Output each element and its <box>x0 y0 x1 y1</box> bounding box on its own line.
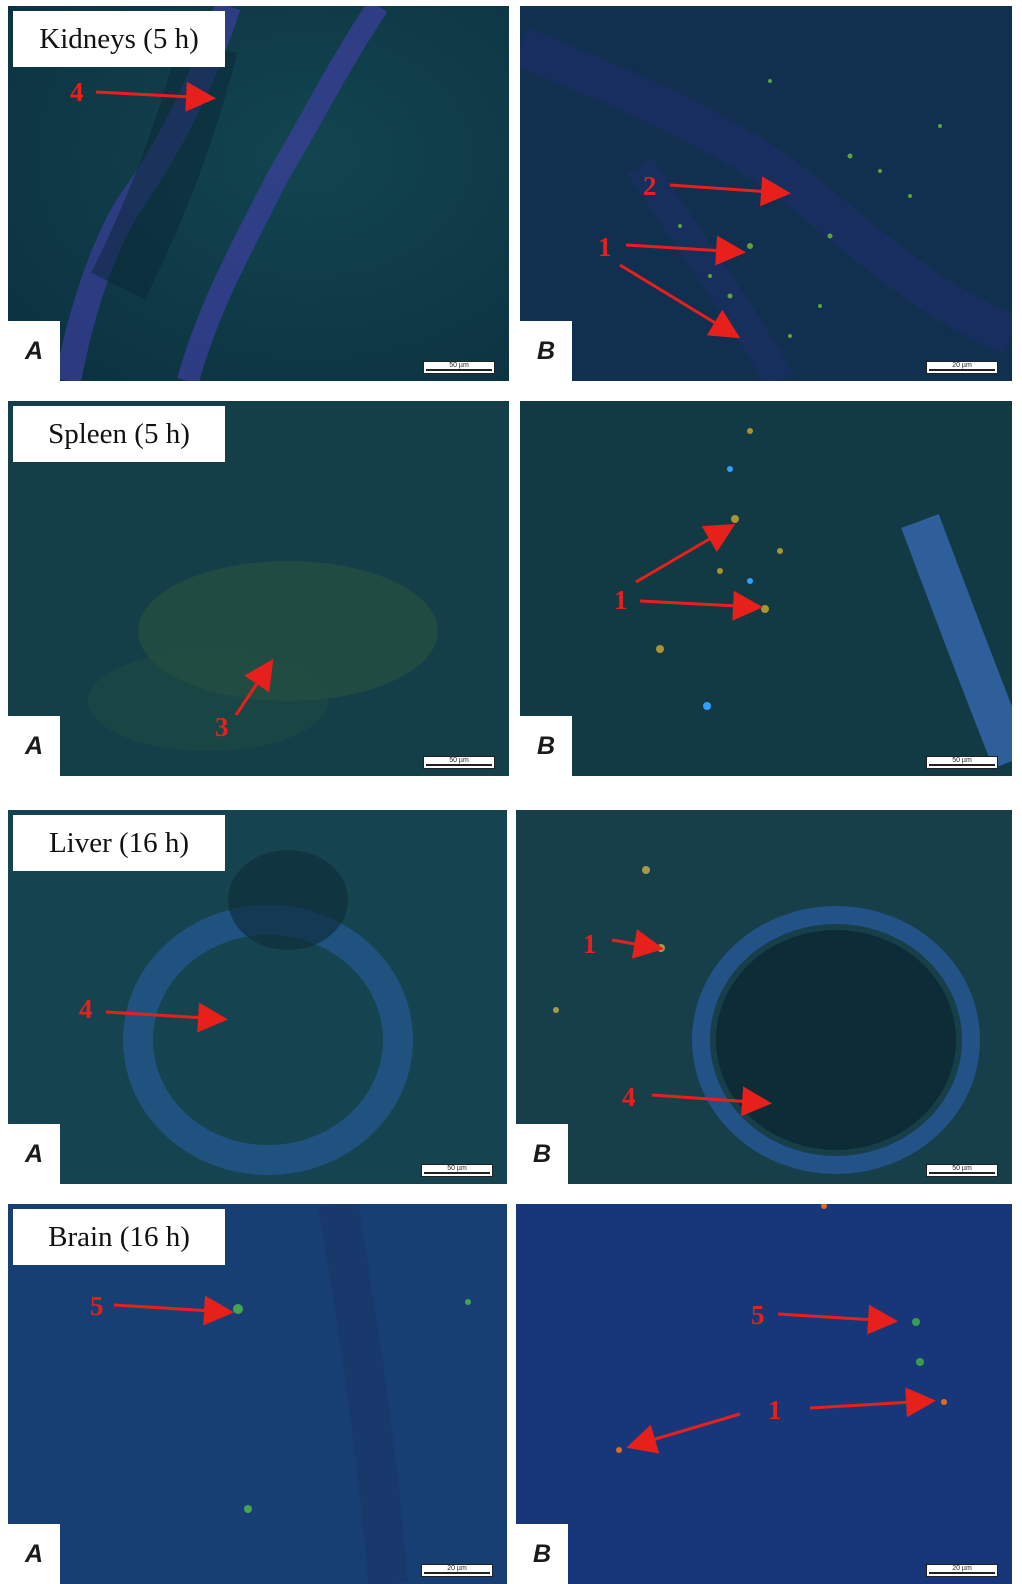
brain-title: Brain (16 h) <box>13 1209 225 1265</box>
brain-panel-b: B 20 µm <box>516 1204 1012 1584</box>
liver-title: Liver (16 h) <box>13 815 225 871</box>
scale-bar: 50 µm <box>926 1164 998 1177</box>
kidneys-a-micrograph <box>8 6 509 381</box>
liver-panel-b: B 50 µm <box>516 810 1012 1184</box>
spleen-panel-a: Spleen (5 h) A 50 µm <box>8 401 509 776</box>
kidneys-panel-b: B 20 µm <box>520 6 1012 381</box>
scale-bar: 20 µm <box>926 1564 998 1577</box>
brain-a-micrograph <box>8 1204 507 1584</box>
liver-panel-a: Liver (16 h) A 50 µm <box>8 810 507 1184</box>
kidneys-b-micrograph <box>520 6 1012 381</box>
scale-bar: 20 µm <box>421 1564 493 1577</box>
kidneys-title: Kidneys (5 h) <box>13 11 225 67</box>
scale-bar: 20 µm <box>926 361 998 374</box>
spleen-panel-b: B 50 µm <box>520 401 1012 776</box>
panel-letter-a: A <box>8 1524 60 1584</box>
panel-letter-b: B <box>520 716 572 776</box>
spleen-a-micrograph <box>8 401 509 776</box>
scale-bar: 50 µm <box>423 756 495 769</box>
brain-b-micrograph <box>516 1204 1012 1584</box>
panel-letter-b: B <box>520 321 572 381</box>
kidneys-panel-a: Kidneys (5 h) A 50 µm <box>8 6 509 381</box>
spleen-b-micrograph <box>520 401 1012 776</box>
panel-letter-a: A <box>8 716 60 776</box>
panel-letter-a: A <box>8 321 60 381</box>
scale-bar: 50 µm <box>421 1164 493 1177</box>
brain-panel-a: Brain (16 h) A 20 µm <box>8 1204 507 1584</box>
panel-letter-b: B <box>516 1524 568 1584</box>
scale-bar: 50 µm <box>926 756 998 769</box>
panel-letter-b: B <box>516 1124 568 1184</box>
liver-a-micrograph <box>8 810 507 1184</box>
scale-bar: 50 µm <box>423 361 495 374</box>
panel-letter-a: A <box>8 1124 60 1184</box>
liver-b-micrograph <box>516 810 1012 1184</box>
spleen-title: Spleen (5 h) <box>13 406 225 462</box>
